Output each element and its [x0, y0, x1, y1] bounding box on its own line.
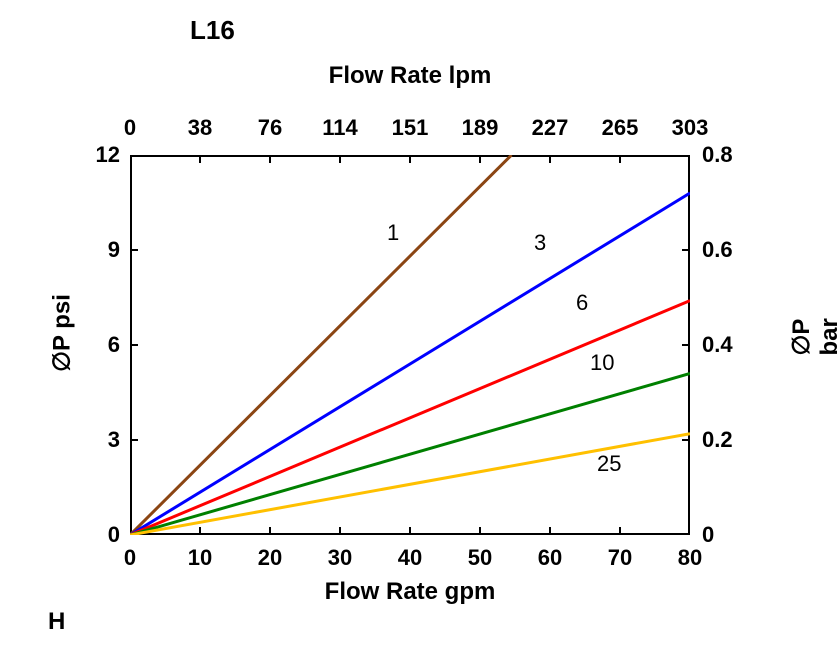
x-top-tick-265: 265 — [590, 115, 650, 141]
y-left-tick-3: 3 — [75, 427, 120, 453]
y-left-tick-0: 0 — [75, 522, 120, 548]
x-bottom-tick-80: 80 — [665, 545, 715, 571]
chart-container: { "chart": { "type": "line", "title_l16"… — [0, 0, 838, 646]
x-bottom-tick-50: 50 — [455, 545, 505, 571]
x-top-tick-114: 114 — [310, 115, 370, 141]
x-bottom-tick-20: 20 — [245, 545, 295, 571]
plot-area — [130, 155, 690, 535]
y-right-tick-0.6: 0.6 — [702, 237, 752, 263]
x-bottom-tick-70: 70 — [595, 545, 645, 571]
y-right-tick-0: 0 — [702, 522, 752, 548]
x-bottom-tick-0: 0 — [105, 545, 155, 571]
x-top-tick-227: 227 — [520, 115, 580, 141]
y-left-tick-12: 12 — [75, 142, 120, 168]
x-top-tick-38: 38 — [170, 115, 230, 141]
x-bottom-tick-10: 10 — [175, 545, 225, 571]
y-axis-left-label: ∅P psi — [47, 294, 76, 372]
series-label-10: 10 — [590, 350, 614, 376]
x-bottom-tick-40: 40 — [385, 545, 435, 571]
series-line-6 — [130, 301, 690, 535]
y-right-tick-0.2: 0.2 — [702, 427, 752, 453]
series-label-6: 6 — [576, 290, 588, 316]
h-label: H — [48, 608, 65, 636]
x-top-tick-189: 189 — [450, 115, 510, 141]
x-bottom-tick-30: 30 — [315, 545, 365, 571]
y-right-tick-0.4: 0.4 — [702, 332, 752, 358]
series-line-1 — [130, 155, 512, 535]
y-left-tick-9: 9 — [75, 237, 120, 263]
y-axis-right-label: ∅P bar — [787, 311, 838, 356]
x-top-tick-76: 76 — [240, 115, 300, 141]
x-axis-top-label: Flow Rate lpm — [130, 62, 690, 90]
x-top-tick-303: 303 — [660, 115, 720, 141]
x-axis-bottom-label: Flow Rate gpm — [130, 578, 690, 606]
chart-title-l16: L16 — [190, 15, 235, 46]
y-left-tick-6: 6 — [75, 332, 120, 358]
plot-svg — [130, 155, 690, 535]
x-top-tick-0: 0 — [100, 115, 160, 141]
series-label-3: 3 — [534, 230, 546, 256]
series-label-1: 1 — [387, 220, 399, 246]
x-bottom-tick-60: 60 — [525, 545, 575, 571]
x-top-tick-151: 151 — [380, 115, 440, 141]
series-label-25: 25 — [597, 451, 621, 477]
y-right-tick-0.8: 0.8 — [702, 142, 752, 168]
